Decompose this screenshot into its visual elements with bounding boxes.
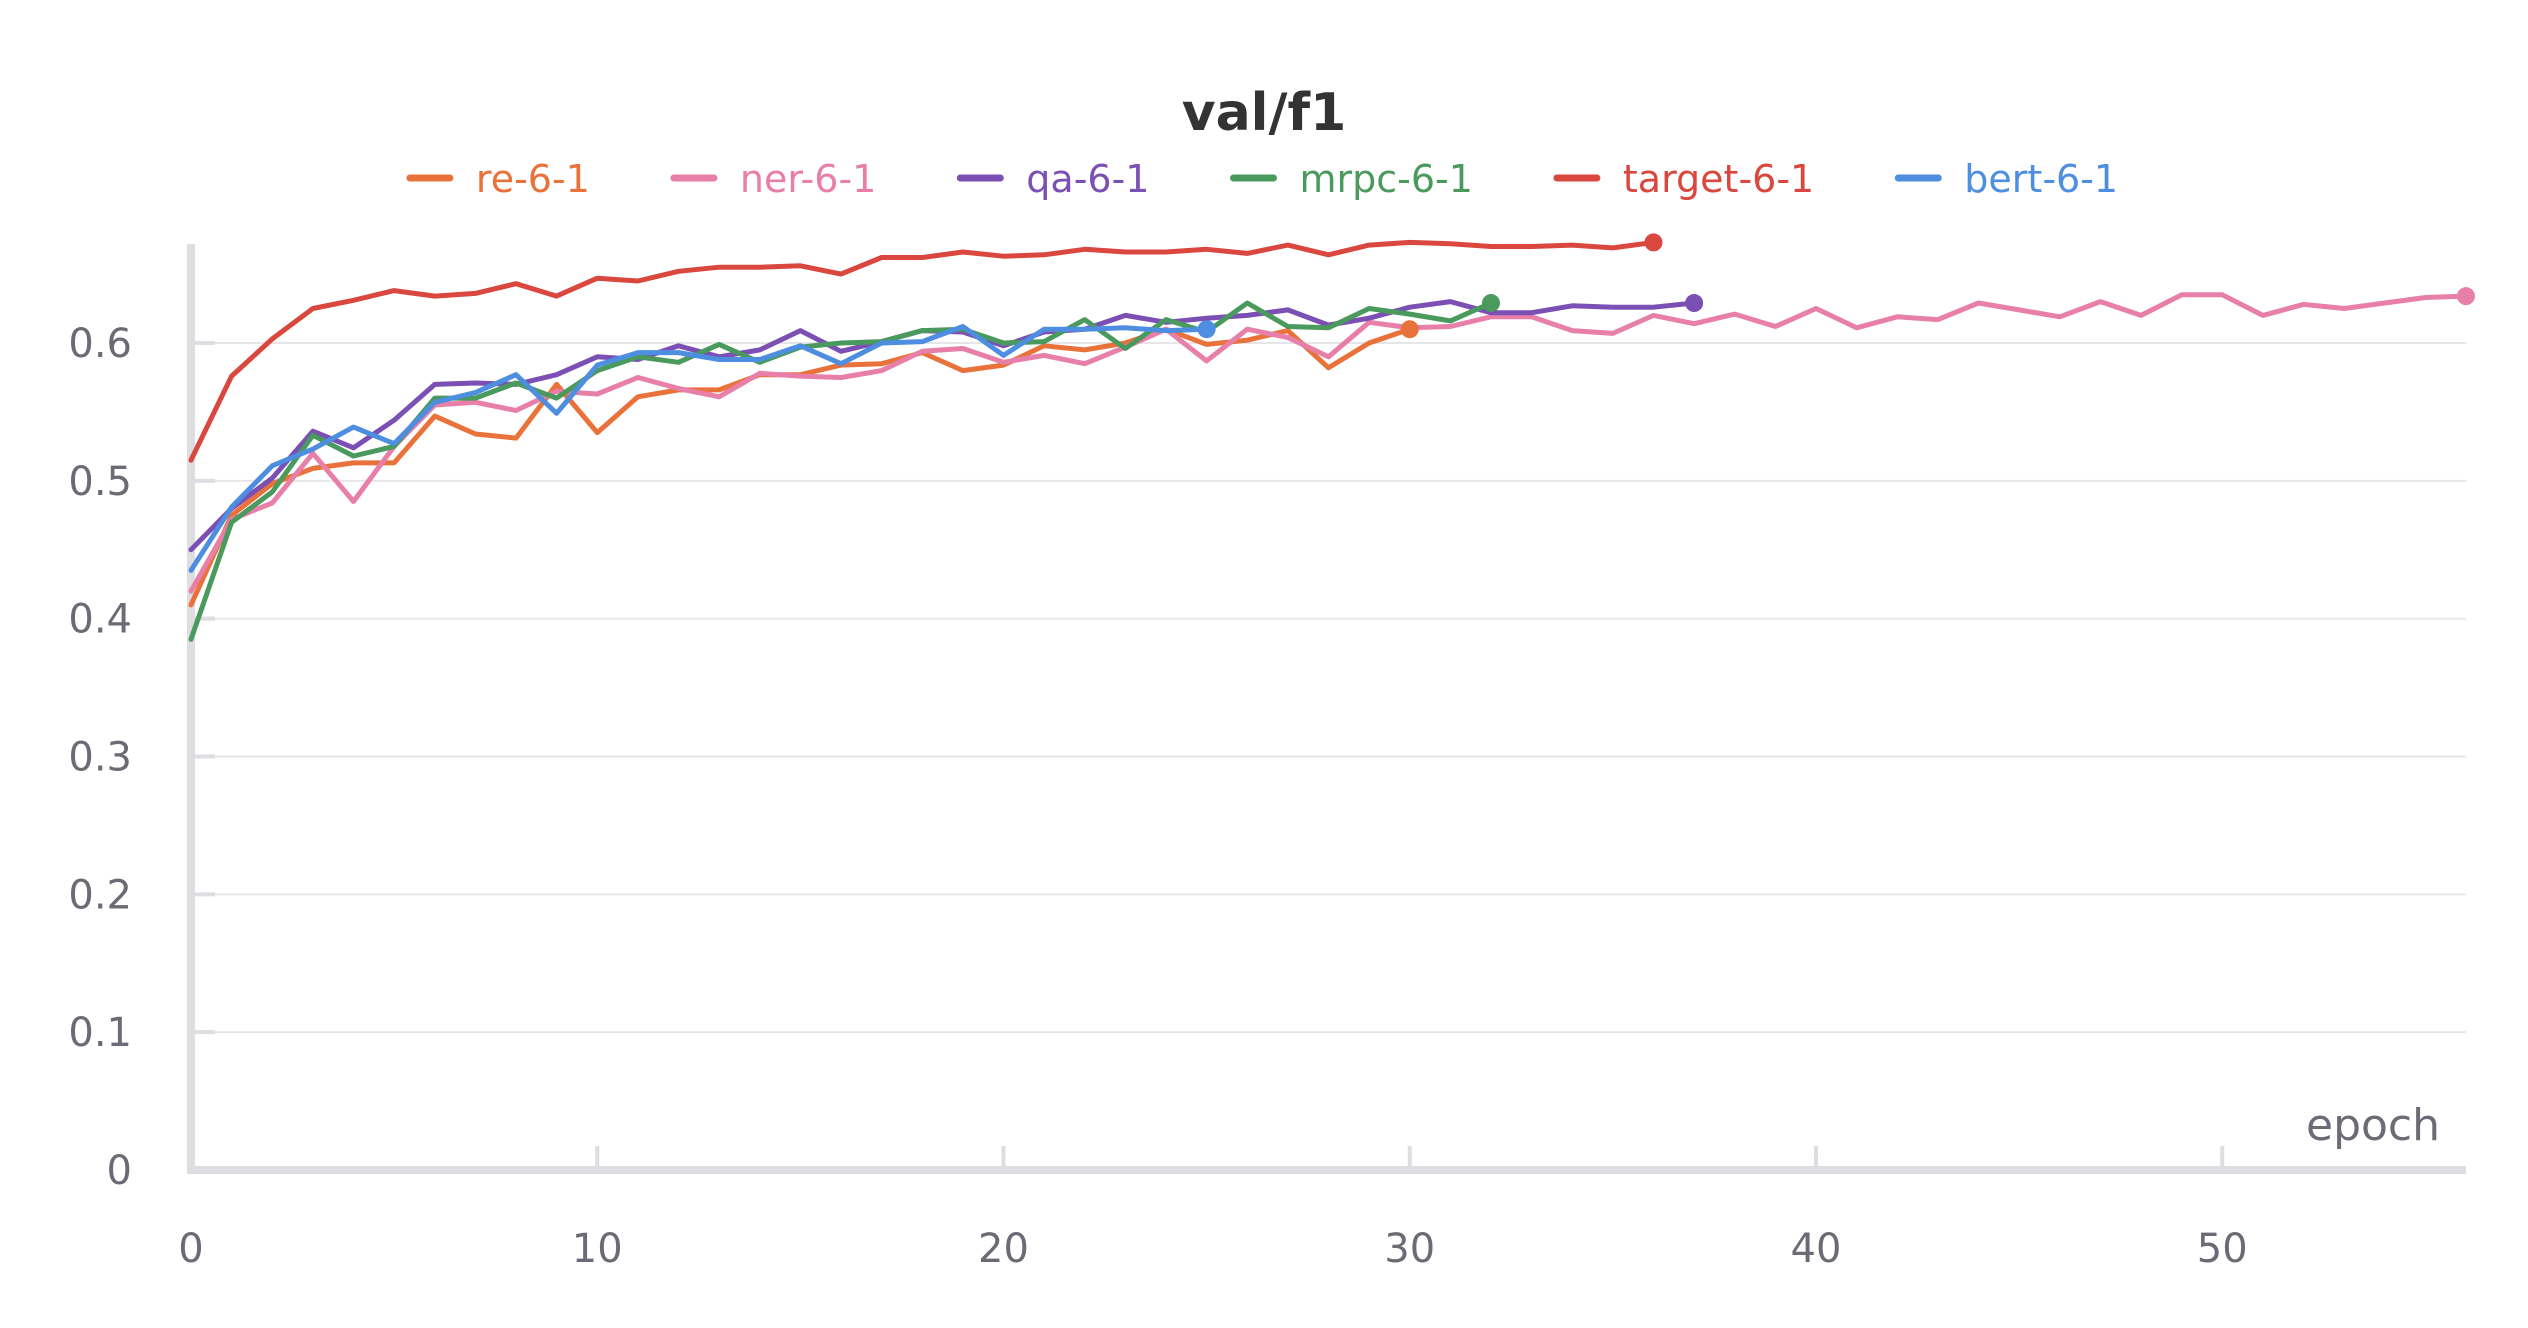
x-tick-label-1: 10 — [572, 1226, 623, 1272]
legend-item-qa-6-1[interactable]: qa-6-1 — [956, 157, 1149, 201]
x-tick-label-3: 30 — [1384, 1226, 1435, 1272]
axes — [187, 244, 2466, 1174]
series-line-target-6-1 — [188, 239, 1656, 463]
series-endpoint-ner-6-1 — [2457, 287, 2475, 306]
y-tick-label-2: 0.2 — [68, 872, 132, 918]
legend-label-mrpc-6-1: mrpc-6-1 — [1300, 157, 1473, 201]
series-endpoint-bert-6-1 — [1197, 320, 1216, 339]
legend-item-ner-6-1[interactable]: ner-6-1 — [670, 157, 876, 201]
gridlines — [200, 342, 2466, 1034]
series-endpoint-qa-6-1 — [1685, 294, 1704, 313]
legend: re-6-1 ner-6-1 qa-6-1 mrpc-6-1 target-6-1 ber… — [406, 157, 2118, 201]
series-endpoint-mrpc-6-1 — [1482, 294, 1500, 313]
y-tick-label-6: 0.6 — [68, 321, 132, 367]
legend-label-target-6-1: target-6-1 — [1623, 157, 1814, 201]
legend-label-qa-6-1: qa-6-1 — [1026, 157, 1149, 201]
legend-label-ner-6-1: ner-6-1 — [740, 157, 876, 201]
legend-label-bert-6-1: bert-6-1 — [1964, 157, 2118, 201]
x-tick-label-0: 0 — [178, 1226, 203, 1272]
y-tick-label-5: 0.5 — [68, 459, 132, 505]
series-lines — [188, 239, 2469, 642]
legend-label-re-6-1: re-6-1 — [476, 157, 590, 201]
y-axis-ticks: 0 0.1 0.2 0.3 0.4 0.5 0.6 — [68, 321, 215, 1194]
legend-item-bert-6-1[interactable]: bert-6-1 — [1894, 157, 2118, 201]
legend-item-mrpc-6-1[interactable]: mrpc-6-1 — [1230, 157, 1473, 201]
series-line-bert-6-1 — [188, 324, 1210, 573]
y-tick-label-4: 0.4 — [68, 597, 132, 643]
y-tick-label-1: 0.1 — [68, 1010, 132, 1056]
series-endpoint-target-6-1 — [1644, 233, 1663, 252]
x-tick-label-4: 40 — [1791, 1226, 1842, 1272]
series-line-ner-6-1 — [188, 292, 2469, 594]
x-axis-label: epoch — [2306, 1100, 2440, 1151]
chart-title: val/f1 — [1182, 83, 1347, 143]
y-tick-label-0: 0 — [107, 1148, 132, 1194]
series-line-re-6-1 — [188, 326, 1413, 608]
series-endpoint-re-6-1 — [1400, 320, 1419, 339]
x-axis-ticks: 0 10 20 30 40 50 — [178, 1146, 2248, 1272]
series-end-points — [1197, 233, 2475, 339]
x-tick-label-5: 50 — [2197, 1226, 2248, 1272]
legend-item-target-6-1[interactable]: target-6-1 — [1553, 157, 1814, 201]
y-tick-label-3: 0.3 — [68, 735, 132, 781]
x-tick-label-2: 20 — [978, 1226, 1029, 1272]
legend-item-re-6-1[interactable]: re-6-1 — [406, 157, 590, 201]
